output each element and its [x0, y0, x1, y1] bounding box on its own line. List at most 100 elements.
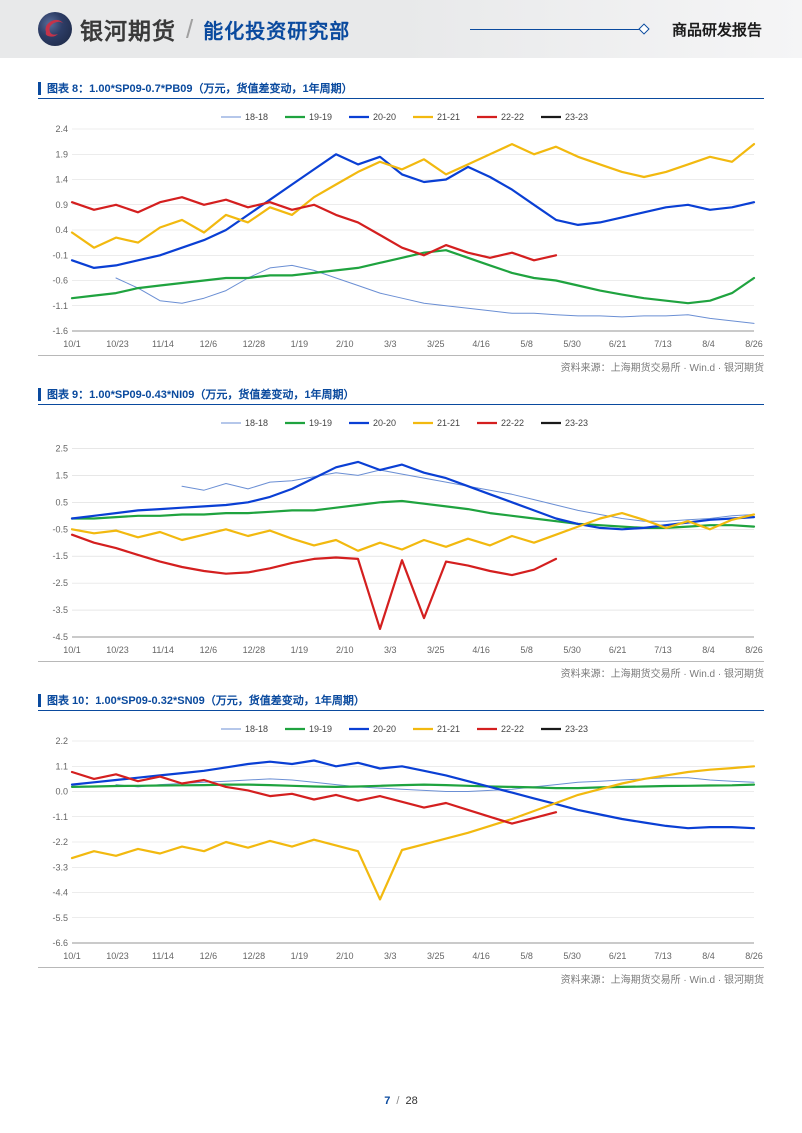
page-number: 7: [384, 1095, 390, 1107]
chart8-svg: -1.6-1.1-0.6-0.10.40.91.41.92.410/110/23…: [38, 103, 764, 353]
svg-text:5/8: 5/8: [520, 951, 533, 961]
svg-text:5/30: 5/30: [563, 339, 581, 349]
svg-text:19-19: 19-19: [309, 418, 332, 428]
chart10-title: 图表 10：1.00*SP09-0.32*SN09（万元，货值差变动，1年周期）: [47, 692, 365, 708]
svg-text:22-22: 22-22: [501, 724, 524, 734]
svg-text:1.1: 1.1: [55, 761, 68, 771]
content-area: 图表 8：1.00*SP09-0.7*PB09（万元，货值差变动，1年周期） -…: [0, 58, 802, 986]
chart9-block: 图表 9：1.00*SP09-0.43*NI09（万元，货值差变动，1年周期） …: [38, 386, 764, 680]
brand-name: 银河期货: [80, 12, 176, 46]
svg-text:19-19: 19-19: [309, 112, 332, 122]
svg-text:11/14: 11/14: [152, 339, 174, 349]
svg-text:5/30: 5/30: [563, 951, 581, 961]
svg-text:6/21: 6/21: [609, 645, 627, 655]
svg-text:18-18: 18-18: [245, 724, 268, 734]
svg-text:1.4: 1.4: [55, 175, 68, 185]
svg-text:-2.5: -2.5: [52, 578, 68, 588]
svg-text:21-21: 21-21: [437, 724, 460, 734]
svg-text:8/26: 8/26: [745, 339, 763, 349]
svg-text:-6.6: -6.6: [52, 938, 68, 948]
svg-text:-0.1: -0.1: [52, 250, 68, 260]
svg-text:10/1: 10/1: [63, 951, 81, 961]
svg-text:1.5: 1.5: [55, 470, 68, 480]
svg-text:3/25: 3/25: [427, 951, 445, 961]
svg-text:23-23: 23-23: [565, 418, 588, 428]
svg-text:10/1: 10/1: [63, 339, 81, 349]
svg-text:-4.5: -4.5: [52, 632, 68, 642]
svg-text:2/10: 2/10: [336, 951, 354, 961]
svg-text:-3.3: -3.3: [52, 862, 68, 872]
svg-text:8/4: 8/4: [702, 951, 715, 961]
svg-text:-4.4: -4.4: [52, 888, 68, 898]
svg-text:0.4: 0.4: [55, 225, 68, 235]
svg-text:0.5: 0.5: [55, 497, 68, 507]
title-bullet-icon: [38, 388, 41, 401]
svg-text:-1.1: -1.1: [52, 812, 68, 822]
chart10-source: 资料来源：上海期货交易所 · Win.d · 银河期货: [38, 967, 764, 986]
svg-text:7/13: 7/13: [654, 951, 672, 961]
svg-text:10/23: 10/23: [106, 951, 129, 961]
svg-text:1.9: 1.9: [55, 149, 68, 159]
title-bullet-icon: [38, 82, 41, 95]
chart8-block: 图表 8：1.00*SP09-0.7*PB09（万元，货值差变动，1年周期） -…: [38, 80, 764, 374]
department-name: 能化投资研究部: [203, 15, 350, 44]
svg-text:10/23: 10/23: [106, 339, 129, 349]
title-rule: [38, 710, 764, 711]
svg-text:22-22: 22-22: [501, 418, 524, 428]
chart10-block: 图表 10：1.00*SP09-0.32*SN09（万元，货值差变动，1年周期）…: [38, 692, 764, 986]
svg-text:23-23: 23-23: [565, 724, 588, 734]
svg-text:4/16: 4/16: [472, 951, 490, 961]
svg-text:3/3: 3/3: [384, 339, 397, 349]
page-total: 28: [406, 1095, 418, 1107]
svg-text:8/26: 8/26: [745, 645, 763, 655]
svg-text:12/28: 12/28: [243, 339, 266, 349]
svg-text:21-21: 21-21: [437, 112, 460, 122]
title-rule: [38, 404, 764, 405]
svg-text:-1.1: -1.1: [52, 301, 68, 311]
page-header: 银河期货 / 能化投资研究部 商品研发报告: [0, 0, 802, 58]
svg-text:7/13: 7/13: [654, 645, 672, 655]
title-bullet-icon: [38, 694, 41, 707]
svg-text:22-22: 22-22: [501, 112, 524, 122]
title-rule: [38, 98, 764, 99]
chart9-title: 图表 9：1.00*SP09-0.43*NI09（万元，货值差变动，1年周期）: [47, 386, 354, 402]
svg-text:2/10: 2/10: [336, 645, 354, 655]
svg-text:-2.2: -2.2: [52, 837, 68, 847]
svg-text:12/6: 12/6: [200, 951, 218, 961]
svg-text:-1.5: -1.5: [52, 551, 68, 561]
report-type: 商品研发报告: [672, 19, 762, 40]
svg-text:1/19: 1/19: [291, 645, 309, 655]
svg-text:8/4: 8/4: [702, 645, 715, 655]
chart9-svg: -4.5-3.5-2.5-1.5-0.50.51.52.510/110/2311…: [38, 409, 764, 659]
svg-text:12/28: 12/28: [243, 645, 266, 655]
svg-text:3/25: 3/25: [427, 645, 445, 655]
svg-text:8/4: 8/4: [702, 339, 715, 349]
svg-text:23-23: 23-23: [565, 112, 588, 122]
svg-text:20-20: 20-20: [373, 112, 396, 122]
svg-text:2.4: 2.4: [55, 124, 68, 134]
svg-text:10/23: 10/23: [106, 645, 129, 655]
svg-text:4/16: 4/16: [472, 339, 490, 349]
svg-text:5/30: 5/30: [563, 645, 581, 655]
svg-text:2.2: 2.2: [55, 736, 68, 746]
svg-text:5/8: 5/8: [520, 339, 533, 349]
svg-text:18-18: 18-18: [245, 418, 268, 428]
svg-text:7/13: 7/13: [654, 339, 672, 349]
svg-text:12/6: 12/6: [200, 339, 218, 349]
svg-text:20-20: 20-20: [373, 724, 396, 734]
svg-text:3/3: 3/3: [384, 645, 397, 655]
svg-text:21-21: 21-21: [437, 418, 460, 428]
svg-text:10/1: 10/1: [63, 645, 81, 655]
svg-text:6/21: 6/21: [609, 951, 627, 961]
header-divider: /: [186, 14, 193, 45]
svg-text:-3.5: -3.5: [52, 605, 68, 615]
svg-text:20-20: 20-20: [373, 418, 396, 428]
svg-text:2/10: 2/10: [336, 339, 354, 349]
header-rule: [470, 29, 644, 30]
svg-text:4/16: 4/16: [472, 645, 490, 655]
svg-text:5/8: 5/8: [520, 645, 533, 655]
page-footer: 7 / 28: [0, 1095, 802, 1107]
chart8-title: 图表 8：1.00*SP09-0.7*PB09（万元，货值差变动，1年周期）: [47, 80, 353, 96]
svg-text:12/28: 12/28: [243, 951, 266, 961]
svg-text:-0.5: -0.5: [52, 524, 68, 534]
